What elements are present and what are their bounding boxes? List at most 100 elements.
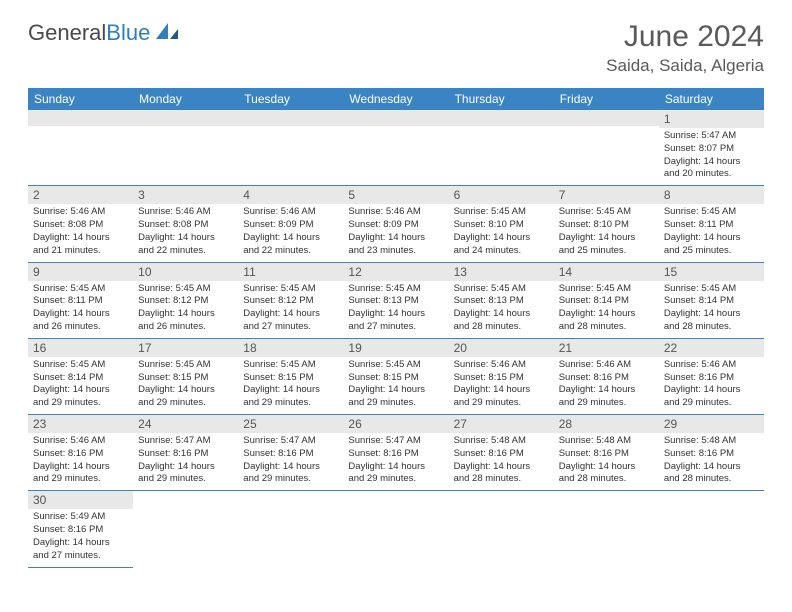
day-line-d2: and 26 minutes.: [138, 321, 233, 334]
day-line-d1: Daylight: 14 hours: [138, 308, 233, 321]
calendar-empty-cell: [343, 110, 448, 186]
day-line-d2: and 22 minutes.: [243, 245, 338, 258]
day-details: Sunrise: 5:46 AMSunset: 8:08 PMDaylight:…: [133, 204, 238, 261]
day-details: Sunrise: 5:46 AMSunset: 8:09 PMDaylight:…: [238, 204, 343, 261]
day-details: Sunrise: 5:45 AMSunset: 8:13 PMDaylight:…: [343, 281, 448, 338]
day-line-ss: Sunset: 8:11 PM: [664, 219, 759, 232]
day-line-d2: and 29 minutes.: [33, 397, 128, 410]
day-line-d1: Daylight: 14 hours: [243, 384, 338, 397]
day-details: Sunrise: 5:46 AMSunset: 8:15 PMDaylight:…: [449, 357, 554, 414]
day-line-ss: Sunset: 8:10 PM: [559, 219, 654, 232]
day-line-ss: Sunset: 8:14 PM: [559, 295, 654, 308]
weekday-header: Monday: [133, 88, 238, 110]
day-line-d1: Daylight: 14 hours: [664, 156, 759, 169]
day-line-d2: and 29 minutes.: [454, 397, 549, 410]
day-details: Sunrise: 5:47 AMSunset: 8:07 PMDaylight:…: [659, 128, 764, 185]
day-line-sr: Sunrise: 5:45 AM: [33, 359, 128, 372]
day-line-d2: and 28 minutes.: [664, 321, 759, 334]
day-line-d2: and 29 minutes.: [664, 397, 759, 410]
calendar-empty-cell: [133, 491, 238, 567]
day-line-ss: Sunset: 8:13 PM: [454, 295, 549, 308]
calendar-day-cell: 16Sunrise: 5:45 AMSunset: 8:14 PMDayligh…: [28, 338, 133, 414]
calendar-empty-cell: [659, 491, 764, 567]
weekday-header: Tuesday: [238, 88, 343, 110]
day-line-sr: Sunrise: 5:45 AM: [454, 206, 549, 219]
day-number: 28: [554, 415, 659, 433]
day-line-d1: Daylight: 14 hours: [664, 308, 759, 321]
day-number: 20: [449, 339, 554, 357]
calendar-day-cell: 23Sunrise: 5:46 AMSunset: 8:16 PMDayligh…: [28, 415, 133, 491]
day-number: 21: [554, 339, 659, 357]
calendar-day-cell: 22Sunrise: 5:46 AMSunset: 8:16 PMDayligh…: [659, 338, 764, 414]
calendar-empty-cell: [554, 110, 659, 186]
day-line-sr: Sunrise: 5:48 AM: [454, 435, 549, 448]
day-number: 10: [133, 263, 238, 281]
day-line-sr: Sunrise: 5:47 AM: [138, 435, 233, 448]
day-line-d2: and 27 minutes.: [348, 321, 443, 334]
calendar-day-cell: 8Sunrise: 5:45 AMSunset: 8:11 PMDaylight…: [659, 186, 764, 262]
day-number: 30: [28, 491, 133, 509]
weekday-header: Saturday: [659, 88, 764, 110]
calendar-day-cell: 3Sunrise: 5:46 AMSunset: 8:08 PMDaylight…: [133, 186, 238, 262]
calendar-day-cell: 13Sunrise: 5:45 AMSunset: 8:13 PMDayligh…: [449, 262, 554, 338]
day-number: 6: [449, 186, 554, 204]
calendar-day-cell: 10Sunrise: 5:45 AMSunset: 8:12 PMDayligh…: [133, 262, 238, 338]
day-line-d1: Daylight: 14 hours: [664, 384, 759, 397]
day-line-sr: Sunrise: 5:45 AM: [559, 283, 654, 296]
day-details: Sunrise: 5:45 AMSunset: 8:10 PMDaylight:…: [554, 204, 659, 261]
day-line-ss: Sunset: 8:16 PM: [138, 448, 233, 461]
day-line-d2: and 22 minutes.: [138, 245, 233, 258]
calendar-week-row: 2Sunrise: 5:46 AMSunset: 8:08 PMDaylight…: [28, 186, 764, 262]
logo: GeneralBlue: [28, 20, 180, 46]
calendar-empty-cell: [449, 110, 554, 186]
day-line-ss: Sunset: 8:16 PM: [33, 448, 128, 461]
weekday-header: Wednesday: [343, 88, 448, 110]
day-number: 2: [28, 186, 133, 204]
day-line-sr: Sunrise: 5:45 AM: [664, 283, 759, 296]
day-line-d2: and 29 minutes.: [138, 473, 233, 486]
day-line-d1: Daylight: 14 hours: [33, 537, 128, 550]
day-line-d1: Daylight: 14 hours: [559, 308, 654, 321]
calendar-day-cell: 20Sunrise: 5:46 AMSunset: 8:15 PMDayligh…: [449, 338, 554, 414]
day-number: 4: [238, 186, 343, 204]
day-line-sr: Sunrise: 5:45 AM: [454, 283, 549, 296]
day-details: Sunrise: 5:45 AMSunset: 8:15 PMDaylight:…: [343, 357, 448, 414]
day-details: Sunrise: 5:49 AMSunset: 8:16 PMDaylight:…: [28, 509, 133, 566]
weekday-header: Friday: [554, 88, 659, 110]
day-number: 8: [659, 186, 764, 204]
calendar-day-cell: 14Sunrise: 5:45 AMSunset: 8:14 PMDayligh…: [554, 262, 659, 338]
empty-day-header: [554, 110, 659, 126]
empty-day-header: [343, 110, 448, 126]
calendar-day-cell: 11Sunrise: 5:45 AMSunset: 8:12 PMDayligh…: [238, 262, 343, 338]
day-number: 9: [28, 263, 133, 281]
day-details: Sunrise: 5:46 AMSunset: 8:08 PMDaylight:…: [28, 204, 133, 261]
day-number: 5: [343, 186, 448, 204]
day-line-d1: Daylight: 14 hours: [138, 461, 233, 474]
day-line-ss: Sunset: 8:16 PM: [454, 448, 549, 461]
day-line-ss: Sunset: 8:15 PM: [454, 372, 549, 385]
day-line-d2: and 25 minutes.: [664, 245, 759, 258]
day-line-ss: Sunset: 8:09 PM: [243, 219, 338, 232]
calendar-empty-cell: [449, 491, 554, 567]
day-line-sr: Sunrise: 5:49 AM: [33, 511, 128, 524]
day-line-sr: Sunrise: 5:47 AM: [243, 435, 338, 448]
weekday-header: Sunday: [28, 88, 133, 110]
day-line-d1: Daylight: 14 hours: [664, 461, 759, 474]
day-details: Sunrise: 5:45 AMSunset: 8:15 PMDaylight:…: [133, 357, 238, 414]
calendar-day-cell: 5Sunrise: 5:46 AMSunset: 8:09 PMDaylight…: [343, 186, 448, 262]
calendar-day-cell: 2Sunrise: 5:46 AMSunset: 8:08 PMDaylight…: [28, 186, 133, 262]
day-line-d1: Daylight: 14 hours: [559, 232, 654, 245]
day-line-ss: Sunset: 8:07 PM: [664, 143, 759, 156]
day-line-d1: Daylight: 14 hours: [348, 384, 443, 397]
day-details: Sunrise: 5:45 AMSunset: 8:15 PMDaylight:…: [238, 357, 343, 414]
day-line-sr: Sunrise: 5:46 AM: [138, 206, 233, 219]
day-number: 27: [449, 415, 554, 433]
day-details: Sunrise: 5:46 AMSunset: 8:09 PMDaylight:…: [343, 204, 448, 261]
day-number: 11: [238, 263, 343, 281]
day-line-sr: Sunrise: 5:45 AM: [243, 283, 338, 296]
day-line-d1: Daylight: 14 hours: [348, 308, 443, 321]
calendar-day-cell: 18Sunrise: 5:45 AMSunset: 8:15 PMDayligh…: [238, 338, 343, 414]
day-line-d1: Daylight: 14 hours: [33, 232, 128, 245]
day-line-d1: Daylight: 14 hours: [33, 308, 128, 321]
day-number: 12: [343, 263, 448, 281]
